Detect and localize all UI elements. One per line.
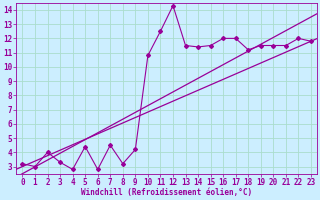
X-axis label: Windchill (Refroidissement éolien,°C): Windchill (Refroidissement éolien,°C) bbox=[81, 188, 252, 197]
